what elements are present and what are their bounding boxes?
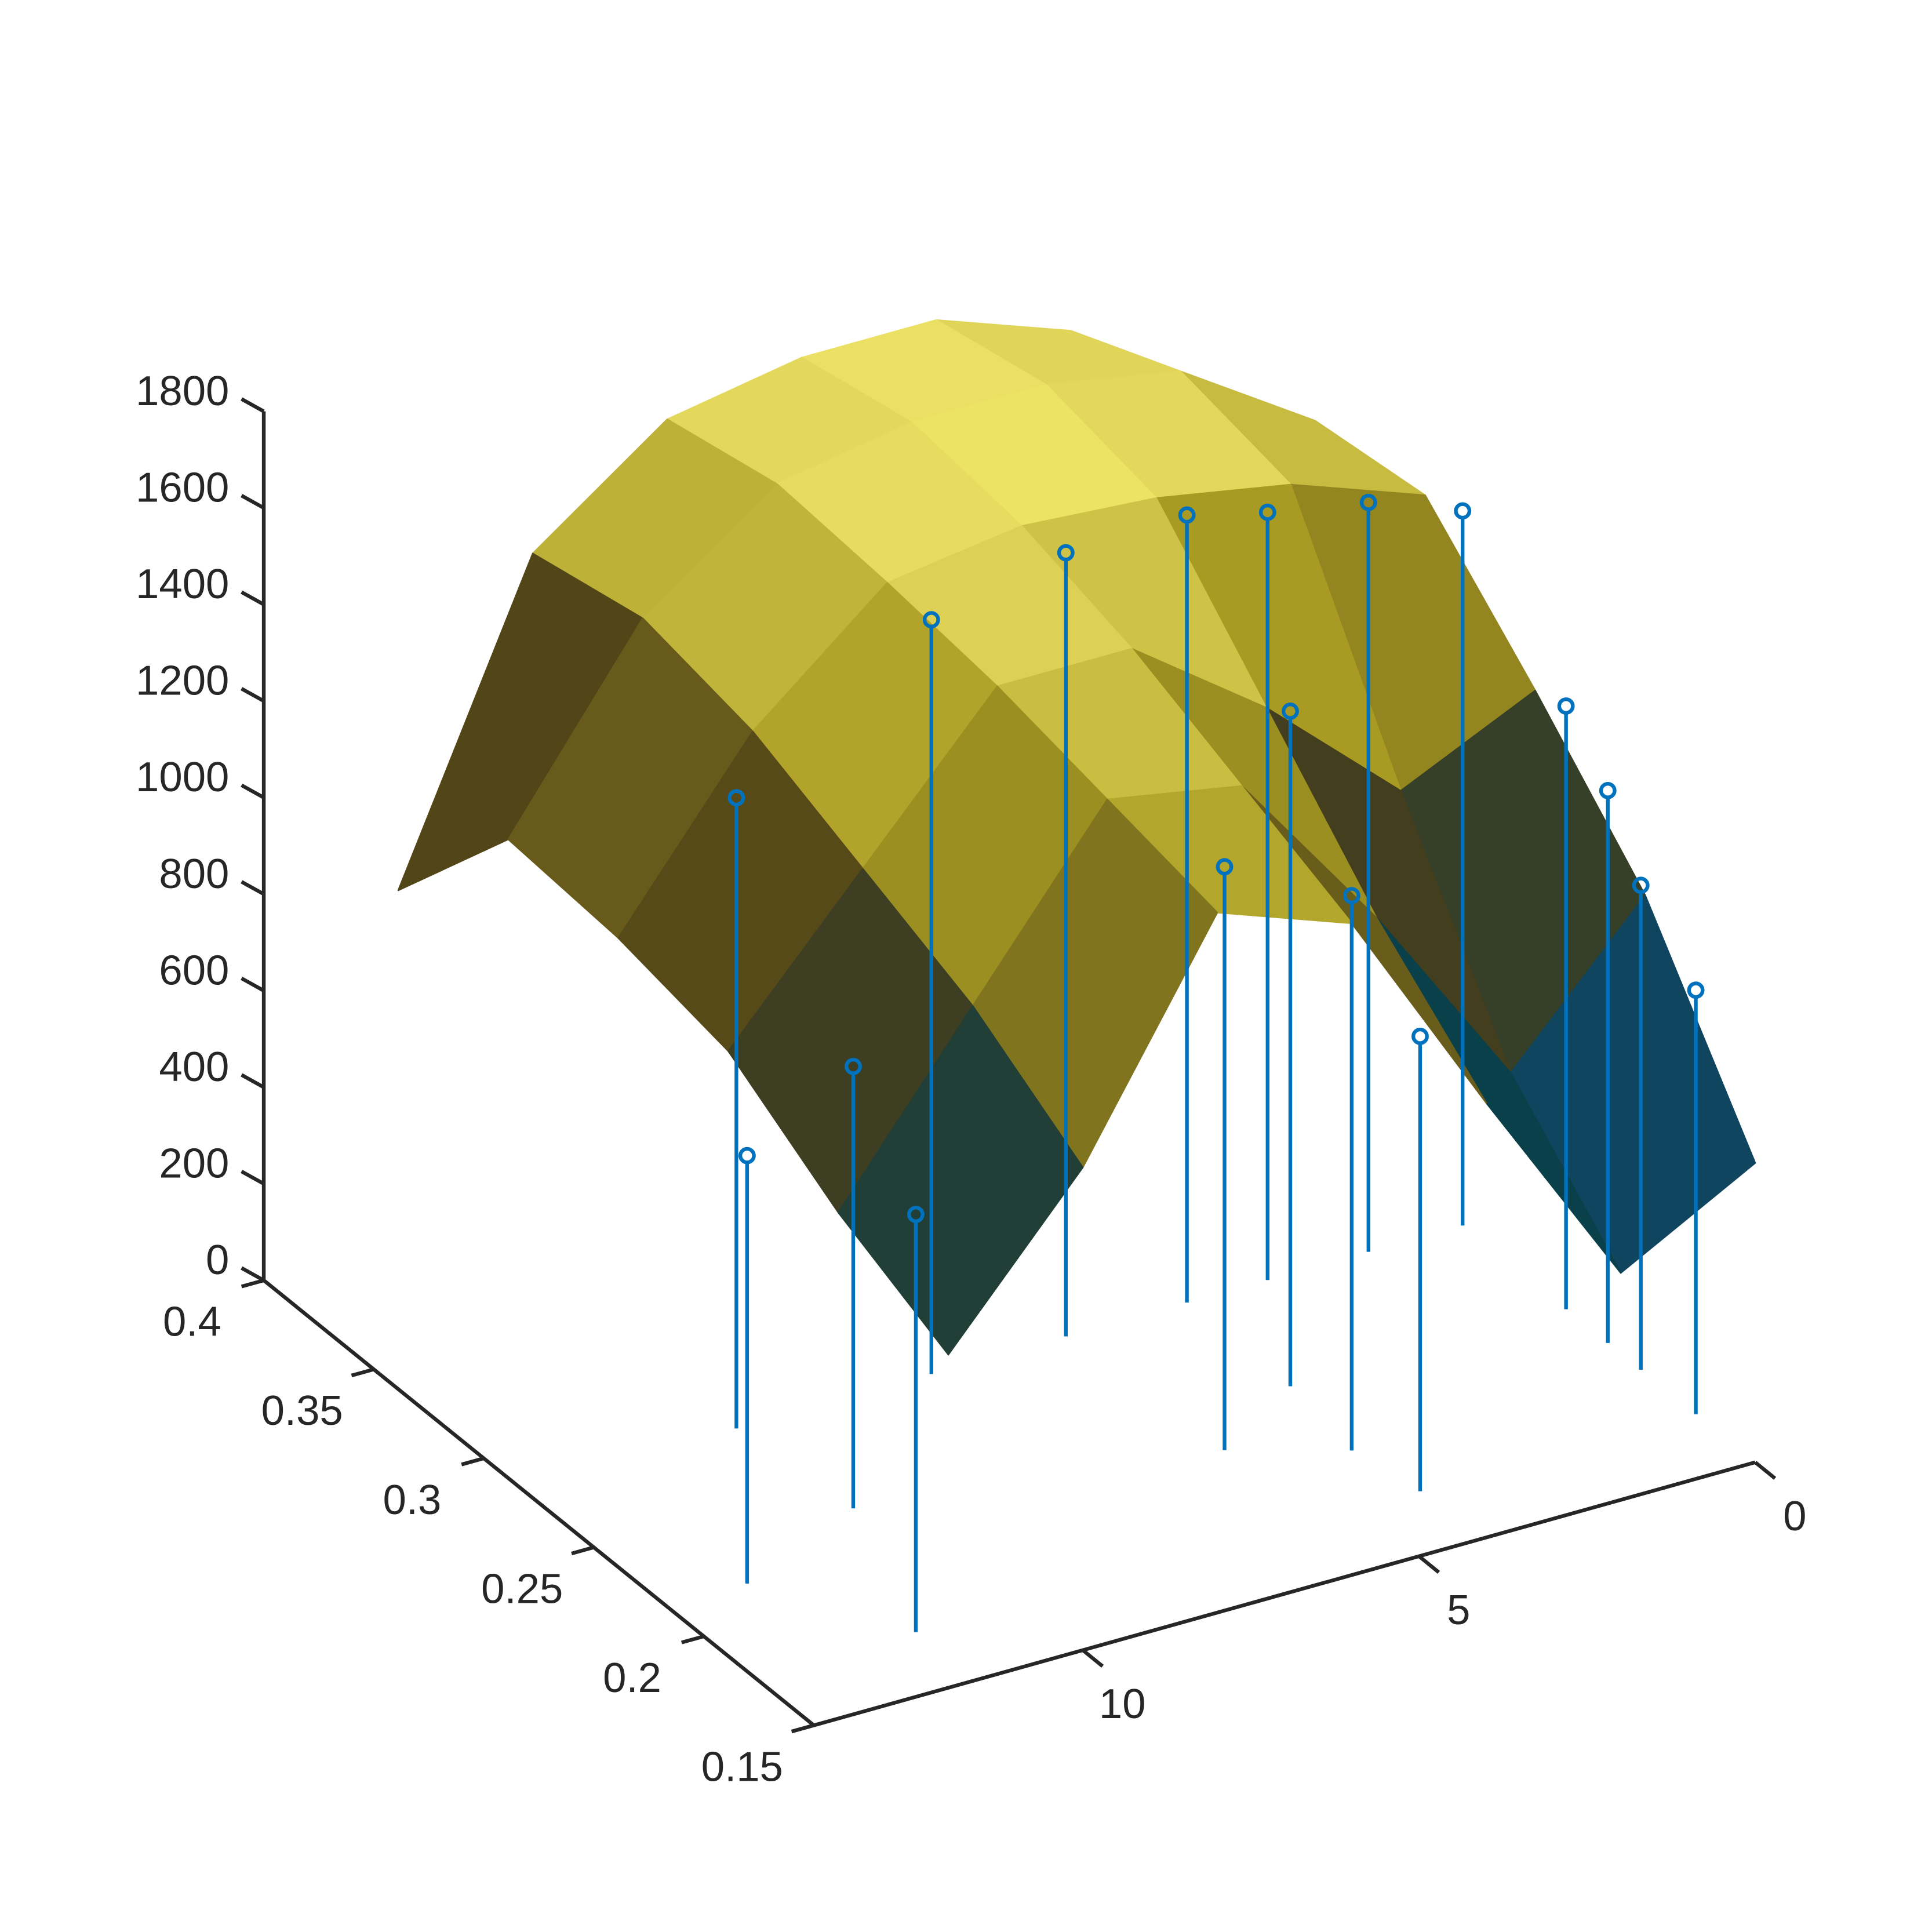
stem-marker <box>727 789 745 807</box>
stem-marker <box>1216 858 1234 876</box>
y-tick <box>241 1278 264 1289</box>
y-tick-label: 0.4 <box>163 1298 221 1345</box>
x-tick-label: 10 <box>1099 1680 1146 1727</box>
z-tick-label: 1000 <box>136 754 229 801</box>
stem-marker <box>1178 506 1196 524</box>
x-tick-label: 0 <box>1783 1493 1806 1540</box>
stem-marker <box>1687 981 1705 999</box>
y-tick <box>681 1634 705 1644</box>
z-tick-label: 1800 <box>136 368 229 414</box>
z-tick-label: 400 <box>159 1043 229 1090</box>
z-tick <box>241 1073 265 1089</box>
z-tick <box>241 1266 265 1282</box>
stem-marker <box>1057 544 1075 562</box>
y-tick <box>351 1367 374 1378</box>
stem-marker <box>738 1147 756 1165</box>
y-tick-label: 0.15 <box>701 1743 783 1790</box>
x-tick <box>1081 1649 1104 1668</box>
x-tick-label: 5 <box>1447 1587 1470 1633</box>
z-tick <box>241 1170 265 1186</box>
y-tick <box>461 1456 485 1467</box>
z-tick-label: 1200 <box>136 657 229 704</box>
surface <box>397 319 1756 1356</box>
z-tick <box>241 687 265 703</box>
stem-marker <box>1599 781 1617 799</box>
stem-marker <box>1411 1027 1429 1045</box>
stem-marker <box>1342 887 1360 905</box>
stem-marker <box>845 1057 862 1075</box>
stem-marker <box>1282 702 1299 720</box>
stem-marker <box>907 1206 925 1223</box>
stem-marker <box>1454 502 1472 520</box>
y-tick <box>571 1545 595 1556</box>
z-tick-label: 800 <box>159 850 229 897</box>
z-tick <box>241 590 265 606</box>
stem-marker <box>1632 876 1650 894</box>
z-tick <box>241 976 265 992</box>
y-tick <box>791 1723 814 1734</box>
z-tick-label: 0 <box>206 1236 229 1283</box>
z-tick-label: 1400 <box>136 561 229 607</box>
stem-marker <box>922 611 940 629</box>
z-tick <box>241 397 265 413</box>
y-tick-label: 0.35 <box>261 1387 343 1434</box>
x-tick <box>1418 1555 1440 1574</box>
stem-marker <box>1258 503 1276 521</box>
stem-marker <box>1557 697 1575 715</box>
y-tick-label: 0.2 <box>603 1654 661 1701</box>
x-tick <box>1754 1461 1777 1480</box>
z-tick <box>241 494 265 510</box>
z-tick-label: 1600 <box>136 464 229 511</box>
axis-line <box>261 411 1756 1727</box>
z-tick-label: 600 <box>159 947 229 994</box>
y-tick-label: 0.25 <box>481 1565 563 1612</box>
z-tick <box>241 783 265 799</box>
z-tick-label: 200 <box>159 1140 229 1187</box>
y-tick-label: 0.3 <box>383 1476 442 1523</box>
surface-patch <box>837 1005 1084 1356</box>
z-tick <box>241 880 265 896</box>
stem-marker <box>1359 493 1377 511</box>
